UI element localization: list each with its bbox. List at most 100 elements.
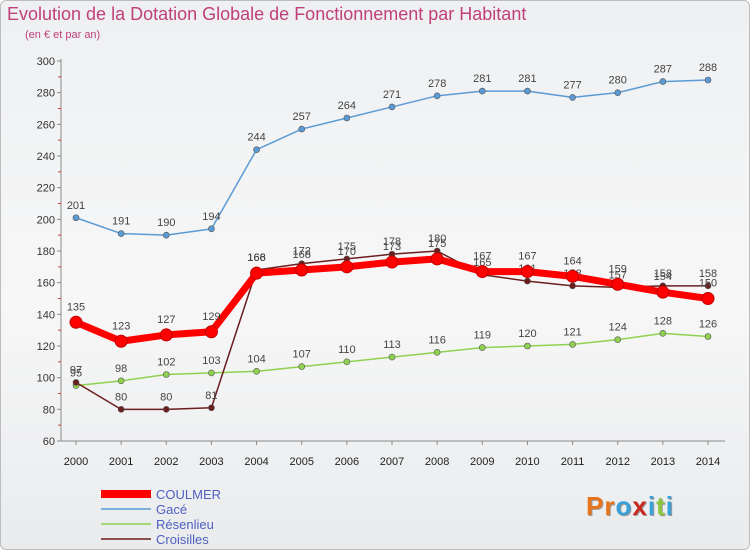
data-label: 124 <box>609 322 627 334</box>
logo-letter: i <box>665 491 674 521</box>
data-point <box>704 333 712 340</box>
data-point <box>388 103 396 111</box>
x-tick-label: 2010 <box>515 456 539 468</box>
data-label: 244 <box>247 132 265 144</box>
data-label: 123 <box>112 320 130 332</box>
data-label: 164 <box>563 255 581 267</box>
data-point <box>114 334 128 348</box>
data-label: 103 <box>202 355 220 367</box>
data-point <box>659 78 667 85</box>
data-point <box>69 315 83 329</box>
data-label: 97 <box>70 364 82 376</box>
data-label: 159 <box>609 263 627 275</box>
data-label: 175 <box>338 241 356 253</box>
data-point <box>253 368 260 375</box>
x-tick-label: 2002 <box>154 456 178 468</box>
data-point <box>208 369 215 377</box>
data-point <box>614 336 622 343</box>
data-label: 113 <box>383 339 401 351</box>
data-label: 150 <box>699 278 717 290</box>
data-point <box>72 379 80 386</box>
data-point <box>475 265 489 279</box>
data-point <box>208 225 215 233</box>
data-point <box>569 341 576 348</box>
data-label: 98 <box>115 363 127 375</box>
data-point <box>343 114 351 122</box>
legend-label: Gacé <box>156 502 187 517</box>
data-label: 81 <box>205 390 217 402</box>
logo-letter: i <box>647 491 657 521</box>
data-point <box>117 406 125 413</box>
data-point <box>566 269 580 283</box>
data-label: 167 <box>473 251 491 263</box>
data-label: 178 <box>383 236 401 248</box>
data-label: 107 <box>293 349 311 361</box>
x-tick-label: 2013 <box>651 456 675 468</box>
data-label: 127 <box>157 314 175 326</box>
legend-label: COULMER <box>156 487 221 502</box>
data-label: 158 <box>699 268 717 280</box>
data-label: 175 <box>428 238 446 250</box>
data-label: 110 <box>338 344 356 356</box>
data-label: 129 <box>202 311 220 323</box>
data-point <box>208 404 215 412</box>
x-tick-label: 2001 <box>109 456 133 468</box>
y-tick-label: 120 <box>37 341 55 353</box>
data-point <box>162 406 170 413</box>
data-label: 201 <box>67 200 85 212</box>
data-point <box>72 214 80 222</box>
data-label: 277 <box>563 79 581 91</box>
series-line-gacé <box>75 79 709 236</box>
y-tick-label: 240 <box>37 151 55 163</box>
data-point <box>250 266 264 280</box>
data-label: 180 <box>428 233 446 245</box>
data-label: 264 <box>338 100 356 112</box>
x-tick-label: 2005 <box>289 456 313 468</box>
data-label: 119 <box>474 330 492 342</box>
proxiti-logo: Proxiti <box>586 491 674 522</box>
data-point <box>159 328 173 342</box>
y-tick-label: 300 <box>37 56 55 68</box>
logo-letter: x <box>632 491 648 521</box>
data-point <box>117 230 125 237</box>
data-point <box>343 358 351 366</box>
y-tick-label: 80 <box>43 404 55 416</box>
data-label: 95 <box>70 368 82 380</box>
data-point <box>524 87 531 95</box>
chart-subtitle: (en € et par an) <box>25 29 101 41</box>
data-label: 287 <box>654 64 672 76</box>
data-label: 126 <box>699 319 717 331</box>
data-label: 102 <box>157 357 175 369</box>
data-point <box>524 277 531 285</box>
data-point <box>388 353 396 361</box>
data-label: 128 <box>654 315 672 327</box>
logo-letter: r <box>604 491 616 521</box>
data-point <box>520 265 534 279</box>
data-point <box>611 277 625 291</box>
x-tick-label: 2014 <box>696 456 720 468</box>
x-tick-label: 2004 <box>244 456 268 468</box>
data-point <box>433 92 441 100</box>
data-label: 257 <box>293 111 311 123</box>
data-point <box>478 344 486 351</box>
data-point <box>478 87 486 95</box>
data-point <box>614 89 622 96</box>
data-point <box>298 125 306 133</box>
data-point <box>704 76 712 84</box>
data-point <box>656 285 670 299</box>
data-label: 173 <box>383 241 401 253</box>
chart-title: Evolution de la Dotation Globale de Fonc… <box>7 4 527 24</box>
data-label: 172 <box>293 246 311 258</box>
data-label: 281 <box>473 73 491 85</box>
data-label: 158 <box>654 268 672 280</box>
x-tick-label: 2003 <box>199 456 223 468</box>
data-label: 288 <box>699 62 717 74</box>
data-point <box>704 282 712 290</box>
data-label: 281 <box>518 73 536 85</box>
data-label: 166 <box>247 252 265 264</box>
logo-letter: t <box>656 491 666 521</box>
data-point <box>298 363 306 370</box>
data-label: 80 <box>160 391 172 403</box>
